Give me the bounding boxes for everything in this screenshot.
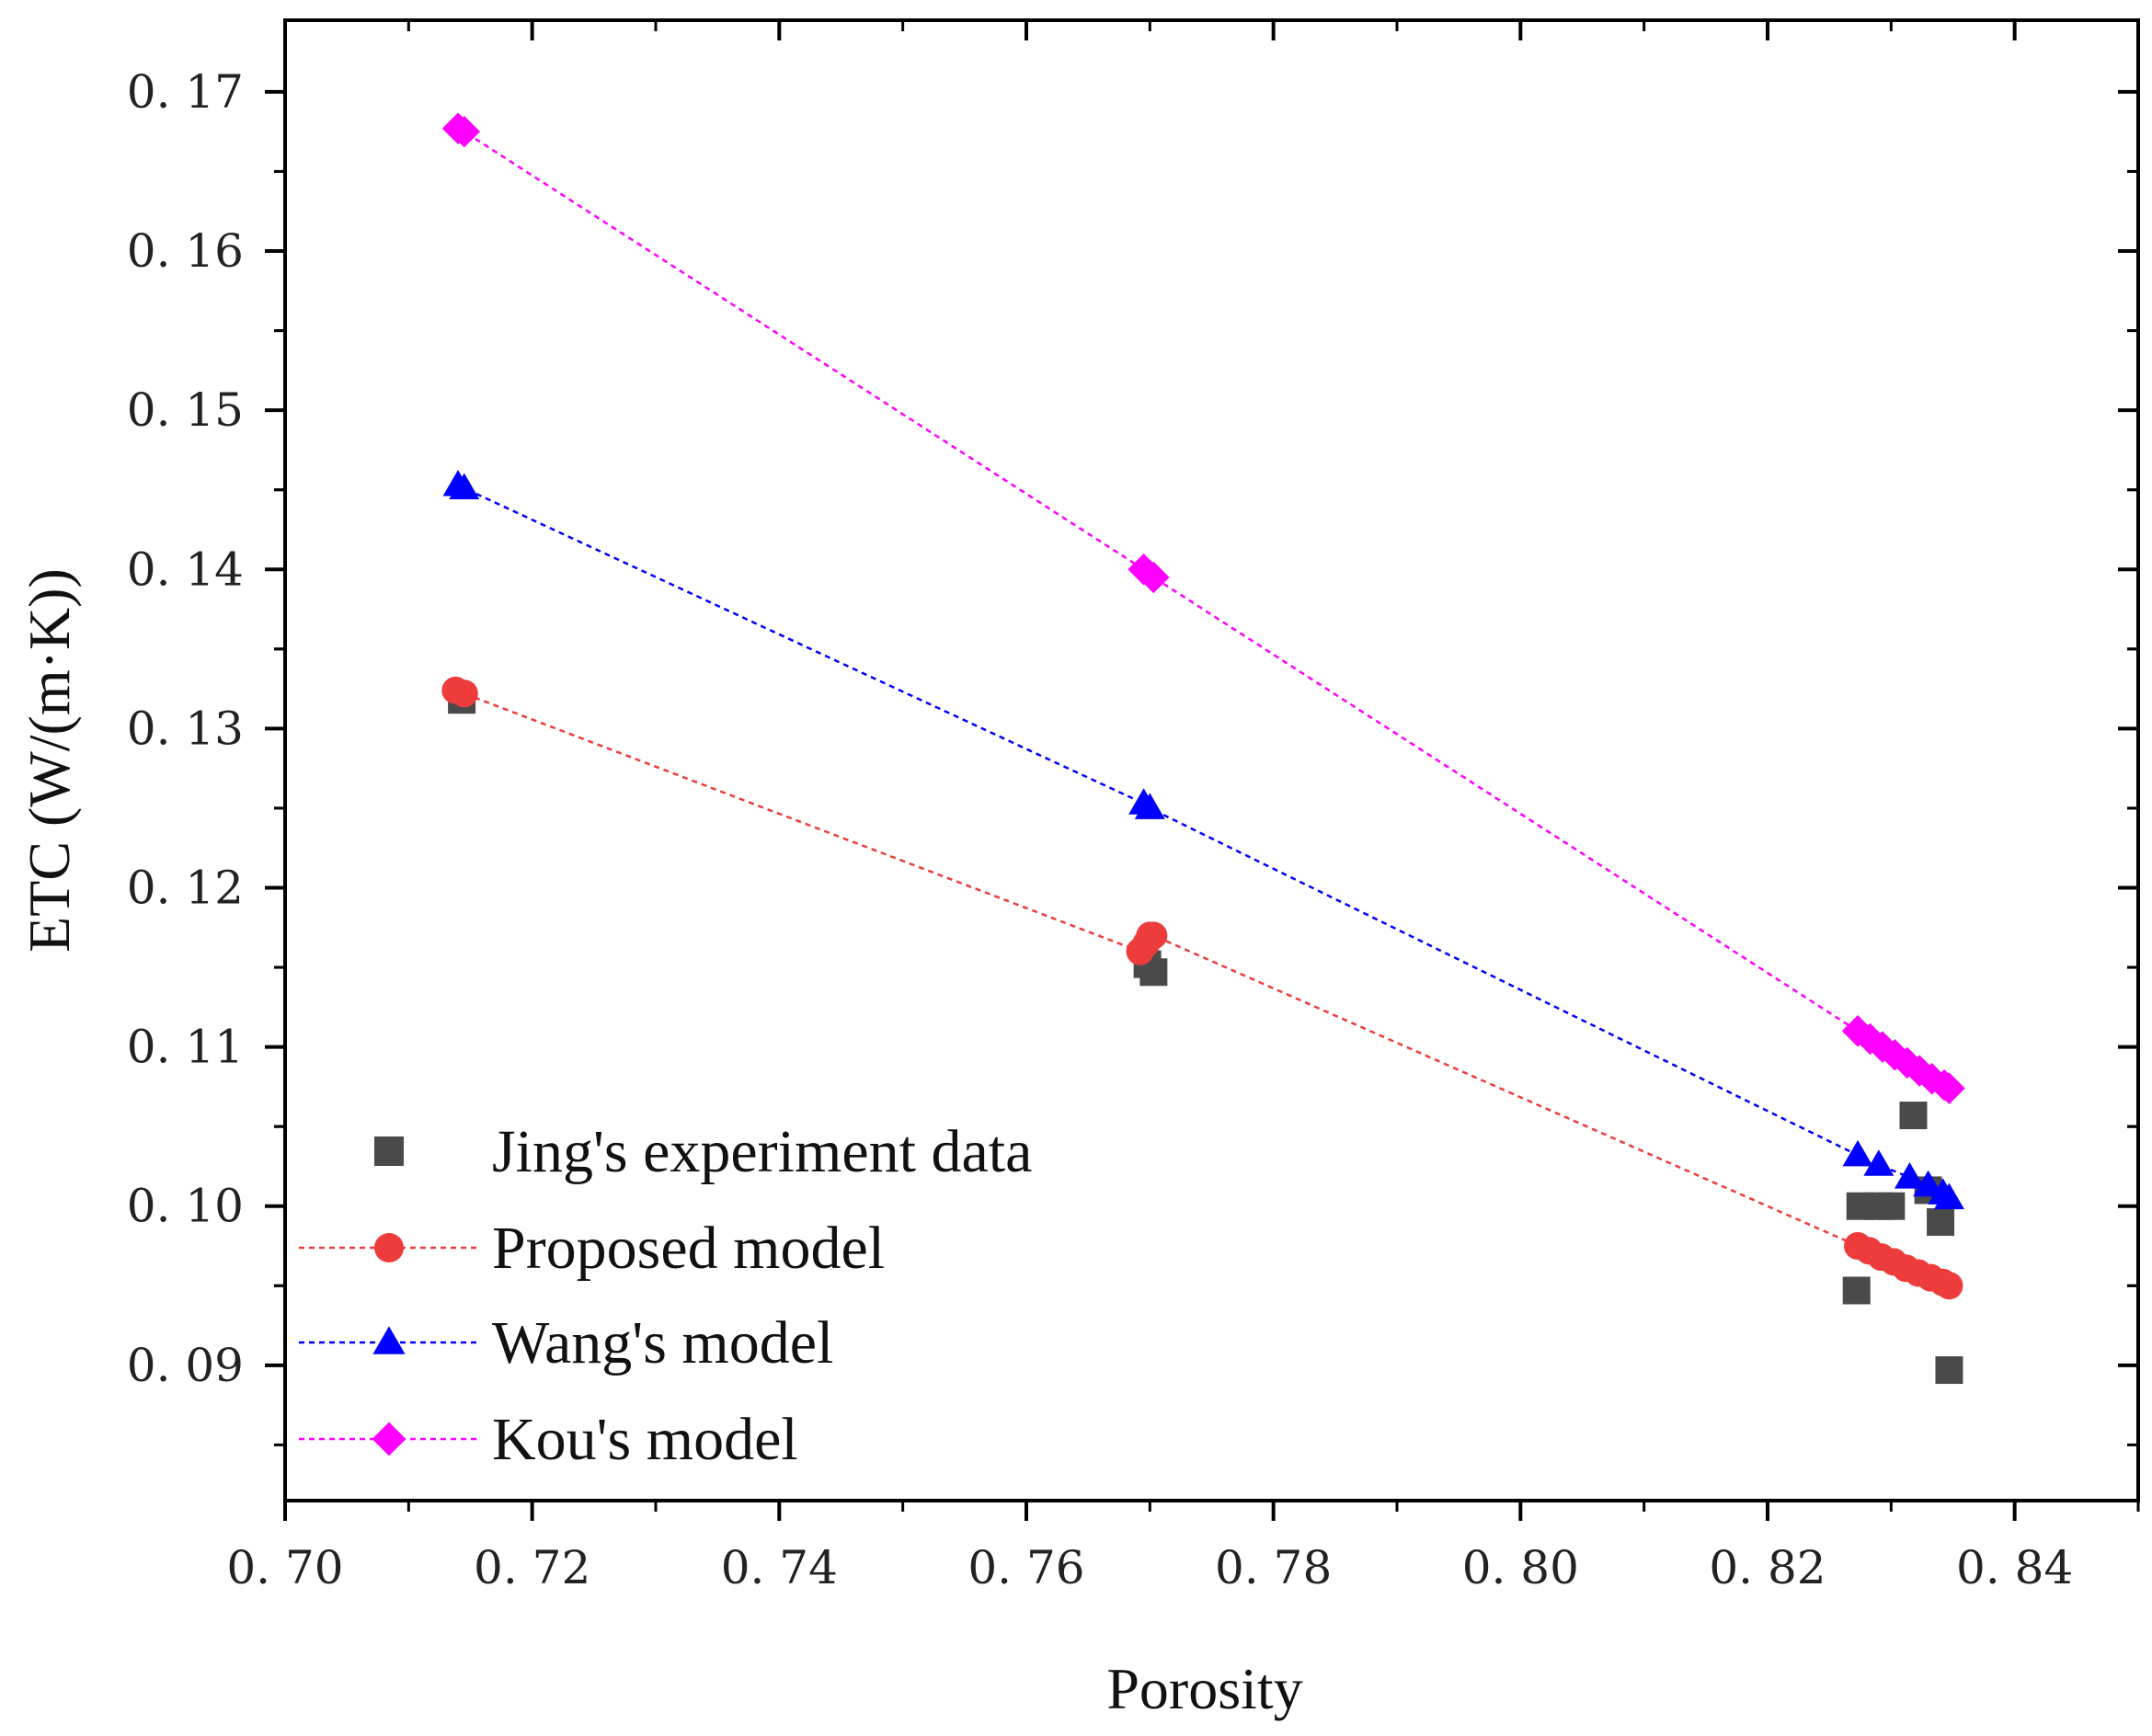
data-point	[1863, 1149, 1894, 1176]
x-tick-label: 0. 70	[226, 1541, 343, 1594]
data-point	[1894, 1162, 1925, 1189]
y-tick-label: 0. 11	[127, 1021, 244, 1074]
x-tick-label: 0. 76	[967, 1541, 1084, 1594]
x-tick-label: 0. 82	[1709, 1541, 1826, 1594]
x-tick-label: 0. 84	[1956, 1541, 2073, 1594]
y-tick-label: 0. 15	[127, 383, 244, 437]
series-layer	[441, 112, 1965, 1385]
data-point	[1913, 1170, 1944, 1197]
legend-label: Kou's model	[492, 1406, 798, 1473]
y-tick-label: 0. 13	[127, 702, 244, 755]
data-point	[448, 115, 481, 148]
legend: Jing's experiment data Proposed model Wang…	[299, 1118, 1032, 1473]
y-axis-title: ETC (W/(m·K))	[17, 568, 82, 953]
data-point	[1899, 1102, 1928, 1130]
y-tick-label: 0. 09	[127, 1339, 244, 1392]
data-point	[1935, 1356, 1963, 1385]
legend-marker	[372, 1326, 406, 1354]
legend-marker	[374, 1233, 404, 1262]
data-point	[1927, 1208, 1955, 1237]
y-tick-label: 0. 16	[127, 224, 244, 278]
data-point	[1134, 793, 1165, 819]
axis-ticks	[265, 20, 2140, 1521]
x-tick-label: 0. 80	[1462, 1541, 1579, 1594]
legend-label: Proposed model	[492, 1215, 885, 1282]
legend-label: Jing's experiment data	[492, 1118, 1032, 1185]
plot-frame	[283, 18, 2140, 1502]
x-axis-title: Porosity	[1106, 1656, 1302, 1721]
y-tick-label: 0. 12	[127, 861, 244, 914]
series-2	[441, 676, 1963, 1300]
data-point	[1877, 1192, 1906, 1220]
data-point	[450, 680, 478, 708]
y-tick-label: 0. 10	[127, 1180, 244, 1233]
data-point	[1842, 1139, 1873, 1167]
series-4	[441, 112, 1965, 1104]
data-point	[449, 473, 480, 499]
legend-marker	[372, 1422, 406, 1456]
y-tick-labels: 0. 09 0. 10 0. 11 0. 12 0. 13 0. 14 0. 15 0. 16…	[127, 65, 244, 1392]
series-3	[442, 470, 1964, 1210]
x-tick-label: 0. 74	[721, 1541, 838, 1594]
x-tick-labels: 0. 70 0. 72 0. 74 0. 76 0. 78 0. 80 0. 82 0. 84	[226, 1541, 2073, 1594]
y-tick-label: 0. 17	[127, 65, 244, 119]
y-tick-label: 0. 14	[127, 542, 244, 596]
legend-marker	[374, 1136, 404, 1166]
data-point	[1933, 1182, 1964, 1210]
x-tick-label: 0. 78	[1215, 1541, 1332, 1594]
x-tick-label: 0. 72	[474, 1541, 590, 1594]
data-point	[1138, 561, 1170, 594]
data-point	[1935, 1272, 1963, 1300]
data-point	[1842, 1276, 1871, 1305]
data-point	[1933, 1072, 1965, 1104]
data-point	[1139, 921, 1168, 950]
legend-label: Wang's model	[492, 1309, 833, 1376]
